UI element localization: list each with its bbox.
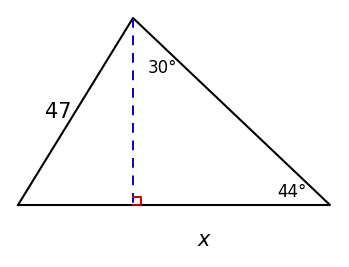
- Text: 47: 47: [45, 102, 71, 122]
- Text: 44°: 44°: [277, 183, 307, 201]
- Text: $x$: $x$: [198, 230, 213, 250]
- Text: 30°: 30°: [148, 59, 178, 77]
